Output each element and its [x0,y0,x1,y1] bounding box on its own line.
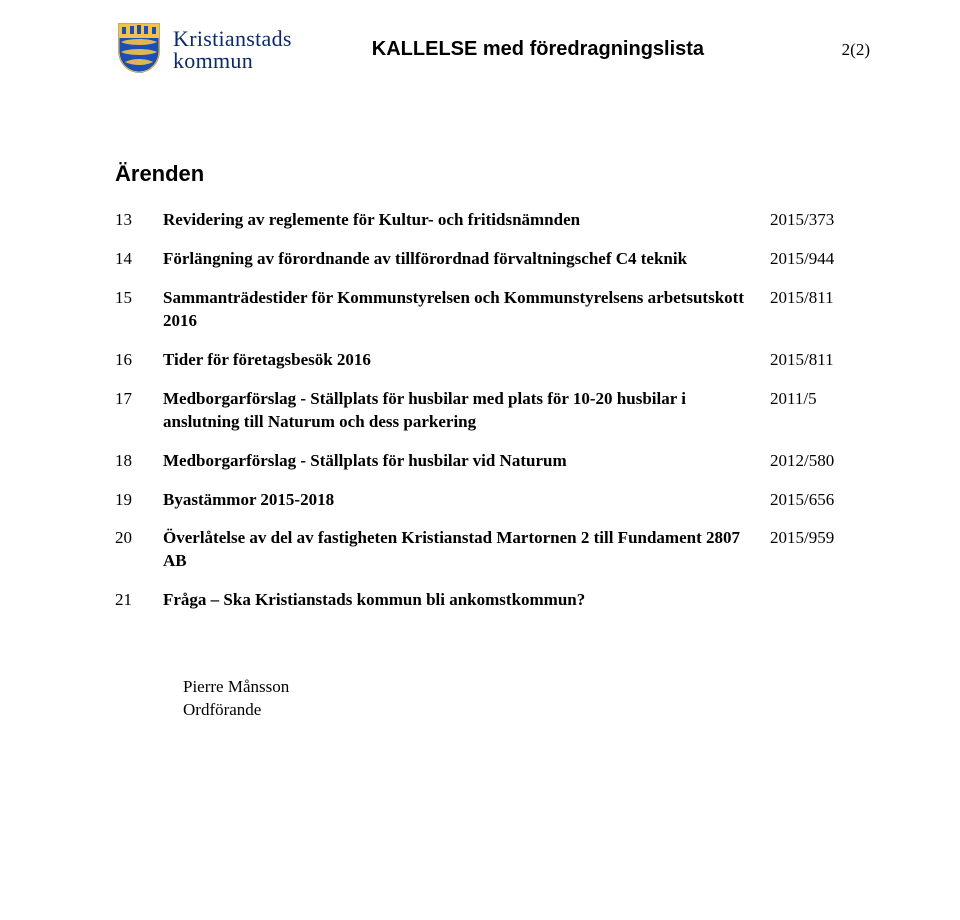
item-ref: 2015/811 [760,349,870,388]
item-number: 17 [115,388,163,450]
item-number: 14 [115,248,163,287]
item-ref: 2011/5 [760,388,870,450]
page: Kristianstads kommun KALLELSE med föredr… [0,0,960,920]
item-ref: 2015/656 [760,489,870,528]
item-desc: Tider för företagsbesök 2016 [163,350,371,369]
table-row: 17 Medborgarförslag - Ställplats för hus… [115,388,870,450]
item-number: 20 [115,527,163,589]
doc-title: KALLELSE med föredragningslista [372,38,704,61]
item-desc: Medborgarförslag - Ställplats för husbil… [163,389,686,431]
item-ref: 2015/811 [760,287,870,349]
item-desc: Förlängning av förordnande av tillförord… [163,249,687,268]
item-desc: Byastämmor 2015-2018 [163,490,334,509]
crest-icon [115,20,163,79]
table-row: 13 Revidering av reglemente för Kultur- … [115,209,870,248]
item-desc: Överlåtelse av del av fastigheten Kristi… [163,528,740,570]
item-ref: 2012/580 [760,450,870,489]
item-ref [760,589,870,628]
logo-text: Kristianstads kommun [173,27,292,71]
logo-line2: kommun [173,49,292,72]
item-number: 19 [115,489,163,528]
item-number: 16 [115,349,163,388]
table-row: 15 Sammanträdestider för Kommunstyrelsen… [115,287,870,349]
table-row: 21 Fråga – Ska Kristianstads kommun bli … [115,589,870,628]
item-number: 13 [115,209,163,248]
header-row: Kristianstads kommun KALLELSE med föredr… [115,20,870,79]
item-number: 15 [115,287,163,349]
table-row: 14 Förlängning av förordnande av tillför… [115,248,870,287]
item-ref: 2015/959 [760,527,870,589]
item-desc: Sammanträdestider för Kommunstyrelsen oc… [163,288,744,330]
section-title: Ärenden [115,161,870,187]
table-row: 18 Medborgarförslag - Ställplats för hus… [115,450,870,489]
item-desc: Revidering av reglemente för Kultur- och… [163,210,580,229]
item-desc: Medborgarförslag - Ställplats för husbil… [163,451,567,470]
page-number: 2(2) [842,40,870,60]
signature-block: Pierre Månsson Ordförande [183,676,870,722]
signature-name: Pierre Månsson [183,676,870,699]
item-ref: 2015/373 [760,209,870,248]
item-ref: 2015/944 [760,248,870,287]
agenda-table: 13 Revidering av reglemente för Kultur- … [115,209,870,628]
table-row: 16 Tider för företagsbesök 2016 2015/811 [115,349,870,388]
table-row: 20 Överlåtelse av del av fastigheten Kri… [115,527,870,589]
table-row: 19 Byastämmor 2015-2018 2015/656 [115,489,870,528]
item-desc: Fråga – Ska Kristianstads kommun bli ank… [163,590,585,609]
signature-title: Ordförande [183,699,870,722]
item-number: 18 [115,450,163,489]
item-number: 21 [115,589,163,628]
